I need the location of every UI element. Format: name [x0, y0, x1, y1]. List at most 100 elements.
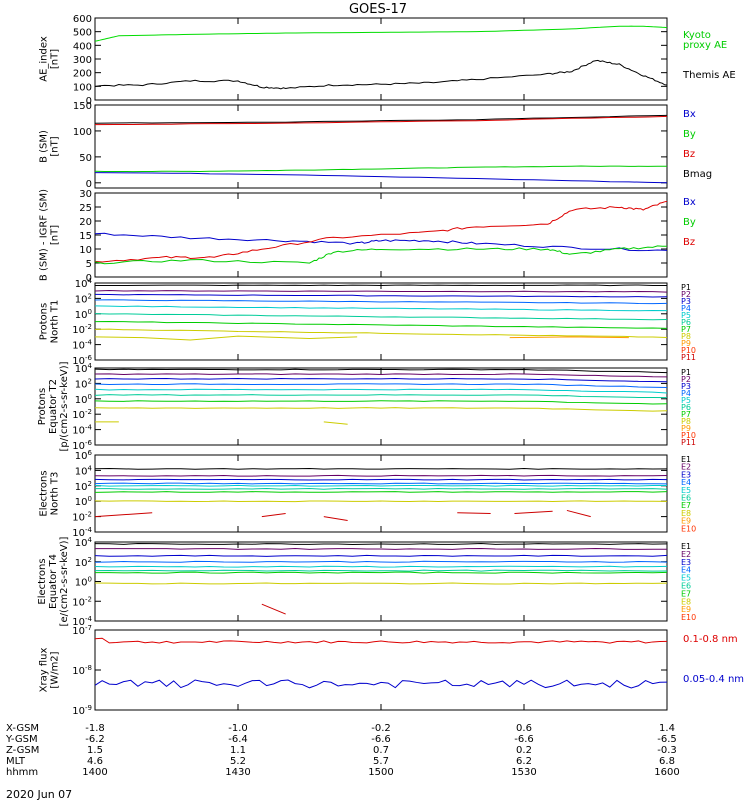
legend-item: Themis AE	[682, 70, 736, 81]
pro1-channel-8b	[94, 335, 358, 341]
y-tick-label: 104	[75, 362, 93, 375]
y-axis-label: [W/m2]	[50, 651, 61, 688]
legend-channel: P4	[681, 304, 691, 313]
y-tick-label: 102	[75, 480, 92, 493]
legend-item: Bx	[683, 109, 696, 120]
y-axis-label: B (SM)	[39, 130, 50, 163]
legend-channel: P9	[681, 339, 691, 348]
footer-value: -6.6	[514, 734, 534, 745]
legend-channel: E4	[681, 566, 691, 575]
footer-value: 1430	[225, 767, 250, 778]
pro2-channel-5	[94, 388, 668, 394]
y-tick-label: 100	[75, 495, 92, 508]
legend-item: Bx	[683, 197, 696, 208]
ele2-channel-6	[94, 569, 668, 572]
pro2-channel-2	[94, 373, 668, 378]
ele1-frame	[94, 454, 668, 533]
y-axis-label: Equator T4	[48, 554, 59, 609]
footer-row-label: X-GSM	[6, 723, 39, 734]
y-axis-label: Electrons	[37, 558, 48, 604]
y-axis-label: [nT]	[50, 225, 61, 245]
bsm-series-1	[94, 115, 668, 126]
bsm-series-3	[94, 172, 668, 184]
y-tick-label: 10-8	[72, 664, 92, 677]
pro1-channel-1	[94, 284, 668, 287]
y-tick-label: 500	[73, 28, 92, 39]
bsm-series-0	[94, 114, 668, 124]
y-axis-label: AE_index	[39, 36, 50, 82]
ele1-channel-8	[94, 500, 668, 503]
y-axis-label: [e/(cm2-s-sr-keV)]	[59, 536, 70, 626]
legend-item: Bz	[683, 149, 695, 160]
bmodel-frame	[94, 192, 668, 278]
ele1-channel-10-1	[261, 513, 286, 518]
y-axis-label: Xray flux	[39, 648, 50, 693]
y-tick-label: 100	[73, 127, 92, 138]
footer-value: -0.2	[371, 723, 391, 734]
ele2-channel-4	[94, 560, 668, 563]
footer-row-label: MLT	[6, 756, 26, 767]
pro1-channel-5	[94, 305, 668, 312]
footer-value: 0.2	[516, 745, 532, 756]
ele1-channel-3	[94, 478, 668, 481]
footer-row-label: Y-GSM	[5, 734, 38, 745]
footer-value: 4.6	[87, 756, 103, 767]
footer-value: 1400	[82, 767, 107, 778]
y-tick-label: 600	[73, 14, 92, 25]
xray-short-series	[94, 679, 668, 689]
legend-channel: P1	[681, 283, 691, 292]
legend-channel: P5	[681, 396, 691, 405]
y-tick-label: 104	[75, 277, 93, 290]
legend-channel: P6	[681, 318, 691, 327]
pro2-channel-8	[94, 407, 668, 412]
ele1-channel-10-5	[566, 509, 591, 518]
legend-channel: E5	[681, 486, 691, 495]
y-tick-label: 10-4	[72, 526, 92, 539]
ele1-channel-5	[94, 484, 668, 487]
legend-item: By	[683, 217, 696, 228]
ele2-frame	[94, 541, 668, 622]
footer-value: 1530	[511, 767, 536, 778]
y-tick-label: 10-4	[72, 615, 92, 628]
legend-channel: P7	[681, 325, 691, 334]
y-tick-label: 0	[86, 273, 92, 284]
pro1-channel-6	[94, 313, 668, 321]
legend-channel: P2	[681, 375, 691, 384]
y-axis-label: North T1	[50, 300, 61, 344]
legend-channel: P11	[681, 438, 696, 447]
pro1-channel-8	[94, 328, 668, 338]
y-tick-label: 10-2	[72, 323, 92, 336]
chart-title: GOES-17	[349, 2, 407, 17]
legend-item: Bz	[683, 237, 695, 248]
ele1-channel-10-0	[94, 512, 153, 518]
y-tick-label: 10-6	[72, 439, 92, 452]
y-tick-label: 10-2	[72, 408, 92, 421]
pro2-channel-4	[94, 383, 668, 388]
y-tick-label: 104	[75, 464, 93, 477]
ele2-channel-5	[94, 565, 668, 568]
y-tick-label: 10-4	[72, 424, 92, 437]
legend-channel: P1	[681, 368, 691, 377]
y-tick-label: 25	[79, 203, 92, 214]
legend-channel: P11	[681, 353, 696, 362]
footer-value: -0.3	[657, 745, 677, 756]
pro1-channel-7	[94, 320, 668, 329]
legend-item: proxy AE	[683, 40, 727, 51]
footer-value: 1.1	[230, 745, 246, 756]
y-tick-label: 10-4	[72, 339, 92, 352]
ele1-channel-2	[94, 474, 668, 477]
y-tick-label: 200	[73, 69, 92, 80]
y-tick-label: 102	[75, 377, 92, 390]
footer-value: 0.6	[516, 723, 532, 734]
pro2-channel-6	[94, 394, 668, 399]
legend-channel: P8	[681, 332, 691, 341]
y-axis-label: [p/(cm2-s-sr-keV)]	[59, 361, 70, 451]
y-tick-label: 10-6	[72, 354, 92, 367]
legend-channel: P6	[681, 403, 691, 412]
date-label: 2020 Jun 07	[6, 788, 72, 800]
legend-channel: P4	[681, 389, 691, 398]
y-tick-label: 50	[79, 153, 92, 164]
y-tick-label: 100	[75, 308, 92, 321]
footer-value: -1.8	[85, 723, 105, 734]
y-tick-label: 10	[79, 245, 92, 256]
